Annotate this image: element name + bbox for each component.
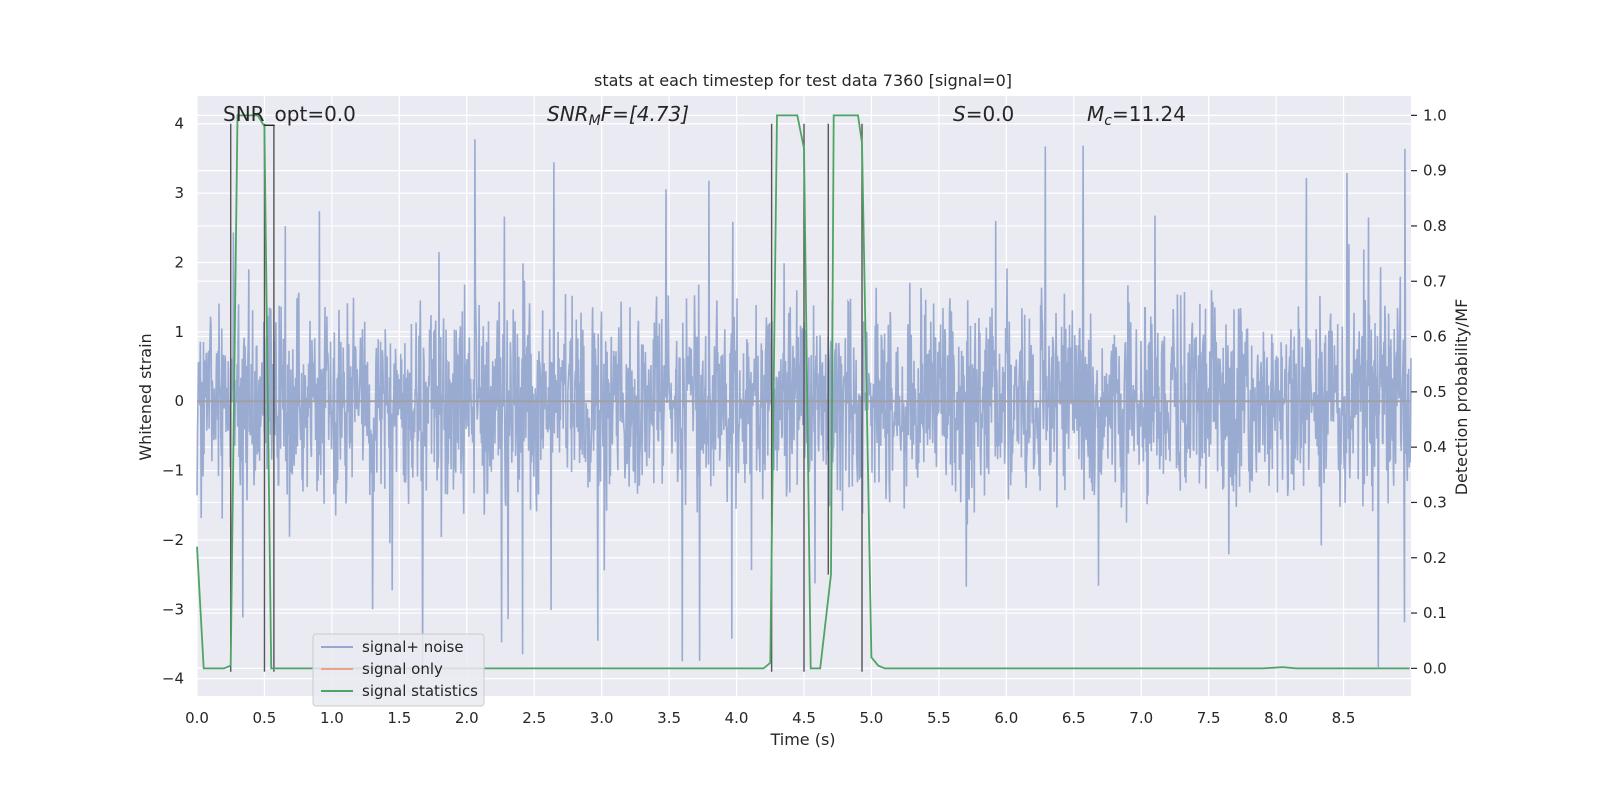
snr-mf-suffix: F=[4.73] [601, 102, 689, 126]
annotation-snr-mf: SNRMF=[4.73] [547, 102, 689, 129]
chart-title: stats at each timestep for test data 736… [594, 71, 1012, 90]
x-tick-label-1: 0.5 [253, 709, 277, 727]
x-tick-label-6: 3.0 [590, 709, 614, 727]
y-right-tick-label-4: 0.4 [1423, 438, 1447, 456]
x-tick-label-0: 0.0 [185, 709, 209, 727]
x-tick-label-12: 6.0 [994, 709, 1018, 727]
legend-label-signal-only: signal only [362, 660, 443, 678]
y-right-tick-label-6: 0.6 [1423, 328, 1447, 346]
y-right-tick-label-0: 0.0 [1423, 659, 1447, 677]
x-tick-label-14: 7.0 [1129, 709, 1153, 727]
legend-label-signal-noise: signal+ noise [362, 638, 464, 656]
y-right-tick-label-2: 0.2 [1423, 549, 1447, 567]
x-tick-label-2: 1.0 [320, 709, 344, 727]
x-tick-label-7: 3.5 [657, 709, 681, 727]
y-right-tick-label-10: 1.0 [1423, 106, 1447, 124]
x-tick-label-15: 7.5 [1197, 709, 1221, 727]
legend: signal+ noise signal only signal statist… [312, 633, 485, 707]
x-tick-label-4: 2.0 [455, 709, 479, 727]
y-axis-ticks: −4 −3 −2 −1 0 1 2 3 4 [162, 115, 184, 688]
snr-mf-prefix: SNR [547, 102, 589, 126]
annotation-s: S=0.0 [953, 102, 1014, 126]
x-tick-label-5: 2.5 [522, 709, 546, 727]
y-tick-label-2: −2 [162, 531, 184, 549]
y-tick-label-5: 1 [174, 323, 184, 341]
y-tick-label-7: 3 [174, 184, 184, 202]
legend-box [312, 633, 485, 707]
x-tick-label-8: 4.0 [725, 709, 749, 727]
x-axis-label: Time (s) [769, 730, 835, 749]
y-tick-label-0: −4 [162, 670, 184, 688]
x-tick-label-10: 5.0 [860, 709, 884, 727]
x-tick-label-3: 1.5 [387, 709, 411, 727]
mc-sub: c [1104, 113, 1112, 129]
y-tick-label-6: 2 [174, 253, 184, 271]
x-tick-label-9: 4.5 [792, 709, 816, 727]
legend-label-signal-statistics: signal statistics [362, 682, 478, 700]
y-tick-label-3: −1 [162, 462, 184, 480]
y-axis-right-label: Detection probability/MF [1452, 299, 1471, 496]
y-right-tick-label-5: 0.5 [1423, 383, 1447, 401]
mc-symbol: M [1087, 102, 1104, 126]
x-tick-label-11: 5.5 [927, 709, 951, 727]
x-tick-label-16: 8.0 [1264, 709, 1288, 727]
y-right-tick-label-7: 0.7 [1423, 272, 1447, 290]
s-symbol: S [953, 102, 966, 126]
y-right-tick-label-8: 0.8 [1423, 217, 1447, 235]
y-right-tick-label-9: 0.9 [1423, 162, 1447, 180]
statistics-line [196, 114, 1410, 670]
y-tick-label-4: 0 [174, 392, 184, 410]
mc-value: =11.24 [1112, 102, 1186, 126]
y-right-tick-label-1: 0.1 [1423, 604, 1447, 622]
y-axis-right-ticks: 0.0 0.1 0.2 0.3 0.4 0.5 0.6 0.7 0.8 0.9 1.0 [1411, 106, 1447, 677]
y-axis-label: Whitened strain [136, 333, 155, 460]
annotations: SNR_opt=0.0 SNRMF=[4.73] S=0.0 Mc=11.24 [223, 102, 1186, 129]
y-right-tick-label-3: 0.3 [1423, 493, 1447, 511]
x-tick-label-13: 6.5 [1062, 709, 1086, 727]
annotation-snr-opt: SNR_opt=0.0 [223, 102, 356, 126]
annotation-mc: Mc=11.24 [1087, 102, 1186, 129]
snr-mf-sub: M [589, 113, 601, 129]
x-axis-ticks: 0.0 0.5 1.0 1.5 2.0 2.5 3.0 3.5 4.0 4.5 5.0 5.5 6.0 6… [185, 709, 1355, 727]
x-tick-label-17: 8.5 [1332, 709, 1356, 727]
s-value: =0.0 [966, 102, 1015, 126]
y-tick-label-1: −3 [162, 600, 184, 618]
y-tick-label-8: 4 [174, 115, 184, 133]
series-signal-statistics [196, 114, 1410, 670]
